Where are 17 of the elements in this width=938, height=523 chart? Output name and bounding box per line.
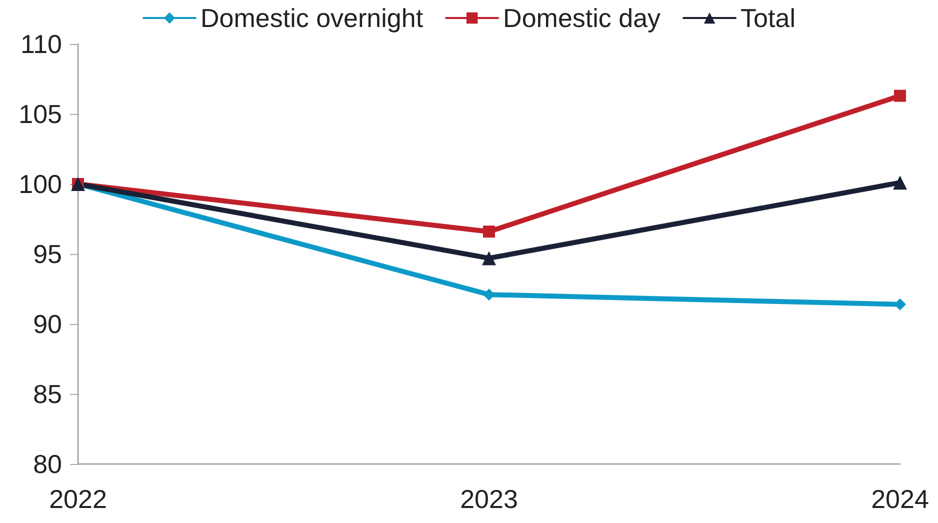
y-tick-label: 105 xyxy=(18,99,62,129)
y-tick-label: 85 xyxy=(33,379,62,409)
y-tick-label: 100 xyxy=(18,169,62,199)
point xyxy=(483,226,495,238)
point xyxy=(482,251,496,266)
y-tick-label: 90 xyxy=(33,309,62,339)
legend-label: Total xyxy=(740,3,796,33)
point xyxy=(894,90,906,102)
point xyxy=(893,176,907,190)
y-tick-label: 80 xyxy=(33,449,62,479)
x-tick-label: 2023 xyxy=(460,484,518,514)
legend-label: Domestic overnight xyxy=(200,3,424,33)
y-tick-label: 110 xyxy=(20,29,62,59)
y-tick-label: 95 xyxy=(33,239,62,269)
legend-label: Domestic day xyxy=(503,3,661,33)
x-tick-label: 2022 xyxy=(49,484,107,514)
x-tick-label: 2024 xyxy=(871,484,929,514)
